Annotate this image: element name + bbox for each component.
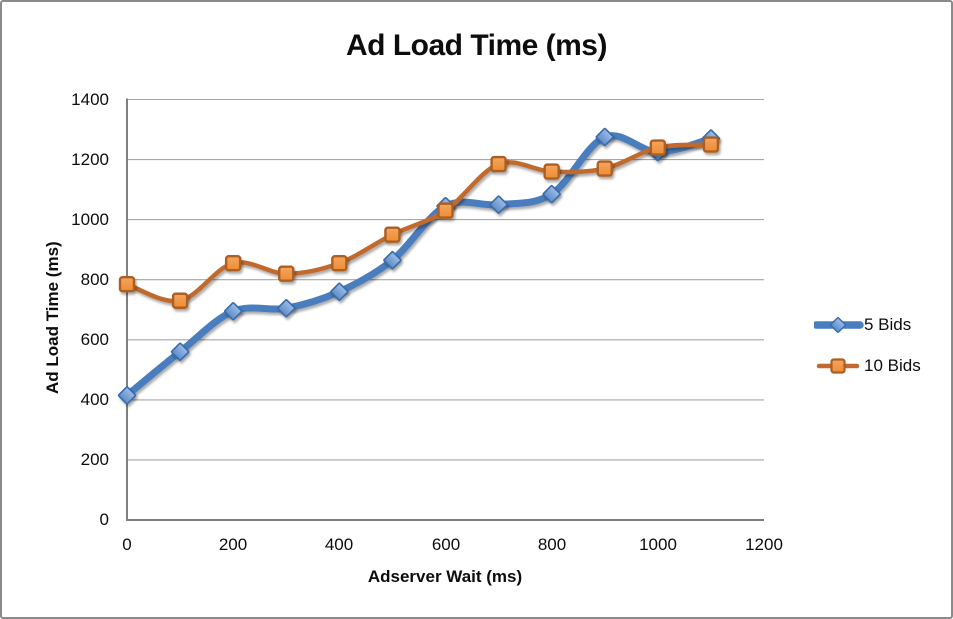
- x-axis-title: Adserver Wait (ms): [367, 567, 523, 586]
- data-point-marker-diamond: [383, 251, 402, 270]
- y-tick-label-600: 600: [80, 330, 109, 349]
- data-point-marker-square: [384, 226, 401, 243]
- data-point-marker-diamond: [117, 386, 137, 405]
- y-tick-label-1000: 1000: [71, 210, 109, 229]
- data-point-marker-diamond: [277, 299, 296, 318]
- data-point-marker-square: [490, 155, 507, 173]
- x-tick-label-1200: 1200: [745, 535, 783, 554]
- data-point-marker-square: [171, 292, 189, 309]
- data-point-marker-diamond: [330, 282, 349, 301]
- data-point-marker-square: [702, 136, 720, 153]
- data-point-marker-square: [278, 265, 295, 282]
- y-tick-label-400: 400: [80, 390, 109, 409]
- y-tick-label-0: 0: [99, 510, 109, 529]
- series-markers-5-bids: [117, 127, 721, 405]
- data-point-marker-diamond: [224, 302, 243, 321]
- x-tick-label-200: 200: [218, 535, 248, 554]
- data-point-marker-square: [331, 254, 348, 272]
- data-point-marker-square: [543, 163, 560, 180]
- legend-swatch-square: [830, 358, 846, 374]
- data-point-marker-diamond: [542, 184, 561, 204]
- y-tick-label-1400: 1400: [71, 90, 109, 109]
- x-tick-label-1000: 1000: [639, 535, 677, 554]
- data-point-marker-diamond: [170, 342, 190, 361]
- legend-line-square-icon: [816, 358, 860, 374]
- series-line-5-bids: [123, 132, 715, 399]
- legend-line-diamond-icon: [814, 317, 864, 333]
- legend-label-5-bids: 5 Bids: [864, 315, 912, 334]
- x-tick-label-800: 800: [537, 535, 567, 554]
- x-tick-label-400: 400: [324, 535, 354, 554]
- chart-title: Ad Load Time (ms): [346, 29, 607, 62]
- legend-entry-5-bids: 5 Bids: [814, 313, 921, 337]
- legend: 5 Bids 10 Bids: [814, 313, 921, 395]
- x-tick-label-600: 600: [431, 535, 461, 554]
- data-point-marker-diamond: [489, 195, 508, 214]
- series-line-10-bids: [124, 142, 714, 304]
- y-tick-label-1200: 1200: [71, 150, 109, 169]
- data-point-marker-square: [437, 202, 454, 219]
- legend-label-10-bids: 10 Bids: [864, 356, 921, 375]
- data-point-marker-square: [596, 160, 613, 177]
- data-point-marker-square: [118, 276, 136, 293]
- data-point-marker-square: [224, 254, 242, 272]
- legend-entry-10-bids: 10 Bids: [814, 354, 921, 378]
- legend-swatch-diamond: [830, 317, 846, 333]
- y-tick-label-200: 200: [80, 450, 109, 469]
- x-tick-label-0: 0: [122, 535, 132, 554]
- series-markers-10-bids: [118, 136, 720, 309]
- y-tick-label-800: 800: [80, 270, 109, 289]
- data-point-marker-diamond: [595, 127, 614, 147]
- data-point-marker-square: [649, 139, 667, 156]
